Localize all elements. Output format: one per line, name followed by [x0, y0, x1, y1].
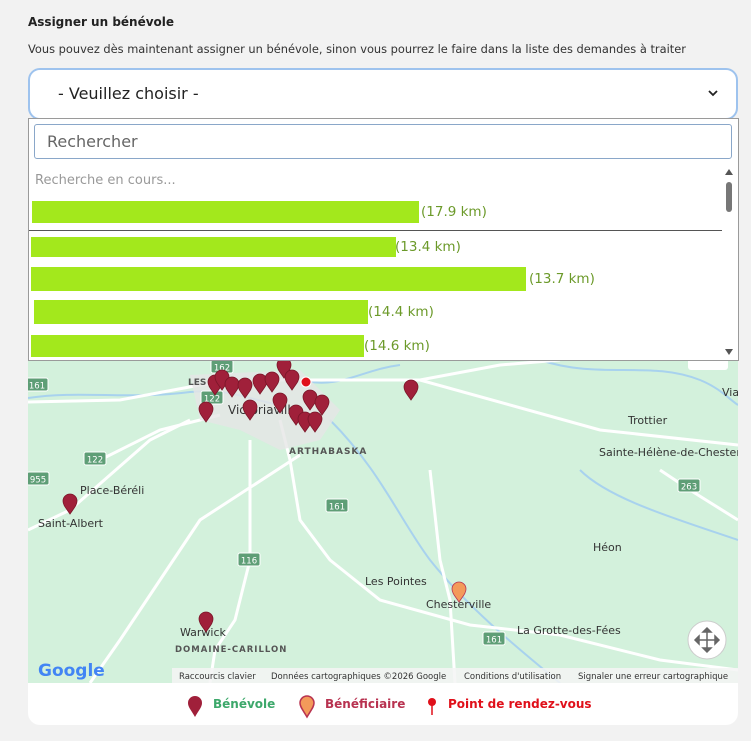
legend: Bénévole Bénéficiaire Point de rendez-vo… [28, 683, 738, 725]
select[interactable]: - Veuillez choisir - [28, 68, 738, 120]
legend-icon [428, 698, 436, 715]
footer-text: Données cartographiques ©2026 Google [271, 671, 446, 682]
map-label: Héon [593, 541, 622, 554]
map-label: Les Pointes [365, 575, 427, 588]
map-marker [272, 392, 288, 414]
map-label: Sainte-Hélène-de-Chester [599, 446, 741, 459]
map-label: Trottier [627, 414, 668, 427]
search-placeholder: Rechercher [47, 132, 138, 151]
map-marker [62, 493, 78, 515]
option-distance: (17.9 km) [421, 204, 487, 220]
map-label: La Grotte-des-Fées [517, 624, 621, 637]
scrollbar[interactable] [722, 165, 736, 360]
option-distance: (13.7 km) [529, 271, 595, 287]
map-footer [172, 668, 738, 683]
map-marker [403, 379, 419, 401]
option-distance: (14.6 km) [364, 338, 430, 354]
map-marker [198, 401, 214, 423]
subtitle: Vous pouvez dès maintenant assigner un b… [28, 42, 686, 56]
search-input[interactable]: Rechercher [34, 124, 732, 159]
map-marker [264, 371, 280, 393]
road-shield [482, 631, 506, 646]
road-number: 162 [214, 364, 230, 374]
road-shield [237, 552, 261, 567]
road-number: 955 [30, 476, 46, 486]
map-marker [224, 376, 240, 398]
road-shield [325, 498, 349, 513]
chevron [708, 90, 718, 97]
footer-link[interactable]: Raccourcis clavier [179, 672, 256, 682]
map-label: ARTHABASKA [289, 447, 367, 457]
redacted-name [34, 300, 368, 324]
legend-label: Bénévole [213, 697, 276, 711]
map-marker [237, 377, 253, 399]
legend-label: Bénéficiaire [325, 697, 406, 711]
map-label: Saint-Albert [38, 517, 104, 530]
map-label: Place-Béréli [80, 484, 144, 497]
title: Assigner un bénévole [28, 15, 175, 29]
option-distance: (13.4 km) [395, 239, 461, 255]
road-number: 122 [87, 456, 103, 466]
map-label: LES [188, 378, 206, 388]
road-shield [28, 471, 50, 486]
legend-label: Point de rendez-vous [448, 697, 592, 711]
road-number: 161 [486, 636, 502, 646]
map-marker [451, 581, 467, 603]
road-shield [28, 377, 49, 392]
road-shield [677, 478, 701, 493]
map-label: Via [722, 386, 739, 399]
road-shield [83, 451, 107, 466]
road-number: 161 [29, 382, 45, 392]
map-marker [314, 394, 330, 416]
legend-icon [299, 695, 315, 719]
road-number: 116 [241, 557, 257, 567]
map-marker [307, 411, 323, 433]
map-label: Victoriaville [228, 403, 298, 417]
map-label: DOMAINE-CARILLON [175, 645, 287, 655]
road-number: 122 [204, 395, 220, 405]
status: Recherche en cours... [35, 173, 176, 188]
map-label: Warwick [180, 626, 227, 639]
road-number: 161 [329, 503, 345, 513]
road-number: 263 [681, 483, 697, 493]
map-marker [284, 369, 300, 391]
option-distance: (14.4 km) [368, 304, 434, 320]
select-placeholder: - Veuillez choisir - [58, 84, 199, 103]
fullscreen-icon [693, 626, 721, 654]
footer-link[interactable]: Conditions d'utilisation [464, 672, 561, 682]
dropdown: Rechercher Recherche en cours... (17.9 k… [28, 118, 739, 361]
redacted-name [31, 267, 526, 291]
map-marker [198, 611, 214, 633]
map-label: Chesterville [426, 598, 491, 611]
meeting-point [300, 376, 312, 388]
map-marker [252, 373, 268, 395]
redacted-name [32, 201, 419, 223]
google-logo: Google [38, 661, 105, 681]
separator [29, 230, 722, 231]
footer-link[interactable]: Signaler une erreur cartographique [578, 672, 728, 682]
legend-icon [188, 696, 202, 717]
redacted-name [31, 237, 396, 257]
redacted-name [31, 335, 364, 357]
map-marker [242, 399, 258, 421]
